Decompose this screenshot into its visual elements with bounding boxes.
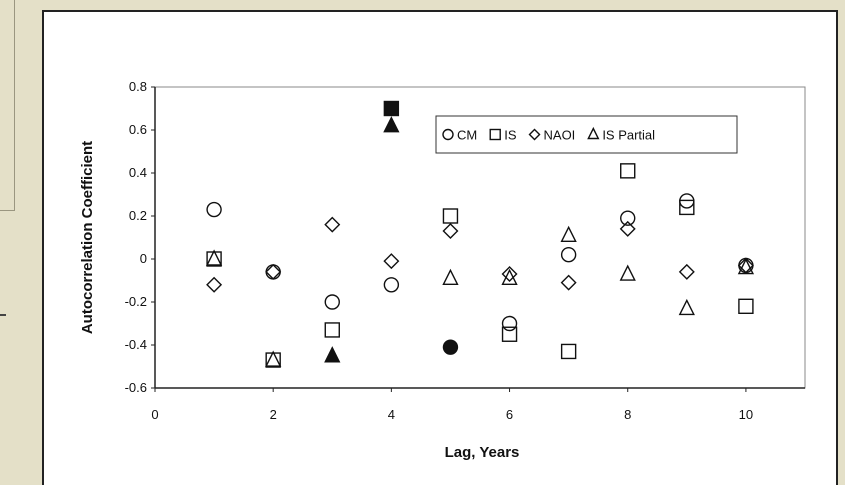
x-axis-title: Lag, Years xyxy=(445,444,520,461)
marker-is-partial xyxy=(737,258,755,275)
marker-naoi xyxy=(678,263,695,280)
x-tick-label: 2 xyxy=(270,407,277,422)
legend-label: NAOI xyxy=(544,128,576,143)
x-tick-label: 6 xyxy=(506,407,513,422)
legend-marker-is xyxy=(489,128,501,141)
marker-naoi xyxy=(560,274,577,291)
marker-is xyxy=(560,343,577,360)
y-tick-label: 0.4 xyxy=(129,165,147,180)
x-axis-ticks: 0 2 4 6 8 10 xyxy=(151,388,753,422)
marker-naoi xyxy=(324,216,341,233)
legend-marker-is-partial xyxy=(587,126,600,140)
marker-cm xyxy=(324,294,340,310)
y-axis-ticks: -0.6 -0.4 -0.2 0 0.2 0.4 0.6 0.8 xyxy=(125,79,155,395)
y-axis-title: Autocorrelation Coefficient xyxy=(79,141,96,334)
marker-cm xyxy=(501,315,518,332)
x-tick-label: 0 xyxy=(151,407,158,422)
legend: CM IS NAOI IS Partial xyxy=(435,115,738,154)
marker-is xyxy=(620,163,636,179)
marker-naoi xyxy=(619,220,636,237)
legend-marker-naoi xyxy=(528,128,541,141)
marker-is xyxy=(324,322,340,338)
y-tick-label: 0 xyxy=(140,251,147,266)
y-tick-label: 0.8 xyxy=(129,79,147,94)
marker-is-partial xyxy=(324,346,341,363)
marker-is-partial xyxy=(265,350,282,367)
y-tick-label: 0.2 xyxy=(129,208,147,223)
y-tick-label: 0.6 xyxy=(129,122,147,137)
legend-label: IS xyxy=(504,128,517,143)
marker-is-partial xyxy=(619,264,636,281)
marker-is xyxy=(501,326,518,342)
legend-label: CM xyxy=(457,128,477,143)
legend-box xyxy=(435,115,738,154)
marker-is-partial xyxy=(678,298,695,316)
marker-is-partial xyxy=(205,249,223,266)
marker-naoi xyxy=(265,263,282,280)
marker-is-partial xyxy=(560,225,577,243)
marker-is xyxy=(679,199,695,216)
left-panel-tick xyxy=(0,314,6,316)
marker-naoi xyxy=(206,276,223,293)
marker-naoi xyxy=(737,257,754,274)
left-panel-frame xyxy=(0,0,15,211)
marker-naoi xyxy=(501,266,518,283)
x-tick-label: 10 xyxy=(739,407,753,422)
marker-cm xyxy=(206,201,222,218)
marker-cm xyxy=(383,277,400,293)
marker-is xyxy=(738,298,754,314)
marker-is xyxy=(383,100,400,117)
marker-naoi xyxy=(383,253,400,270)
marker-cm xyxy=(442,339,459,355)
x-tick-label: 4 xyxy=(388,407,395,422)
marker-is xyxy=(442,208,459,224)
marker-is-partial xyxy=(442,268,459,286)
marker-cm xyxy=(560,246,577,263)
legend-label: IS Partial xyxy=(602,128,655,143)
y-tick-label: -0.6 xyxy=(125,380,147,395)
marker-naoi xyxy=(442,223,459,240)
y-tick-label: -0.2 xyxy=(125,294,147,309)
marker-is-partial xyxy=(501,268,518,286)
x-tick-label: 8 xyxy=(624,407,631,422)
marker-cm xyxy=(620,210,636,226)
y-tick-label: -0.4 xyxy=(125,337,147,352)
marker-is-partial xyxy=(383,116,400,133)
data-markers xyxy=(205,100,755,368)
legend-marker-cm xyxy=(442,128,454,141)
